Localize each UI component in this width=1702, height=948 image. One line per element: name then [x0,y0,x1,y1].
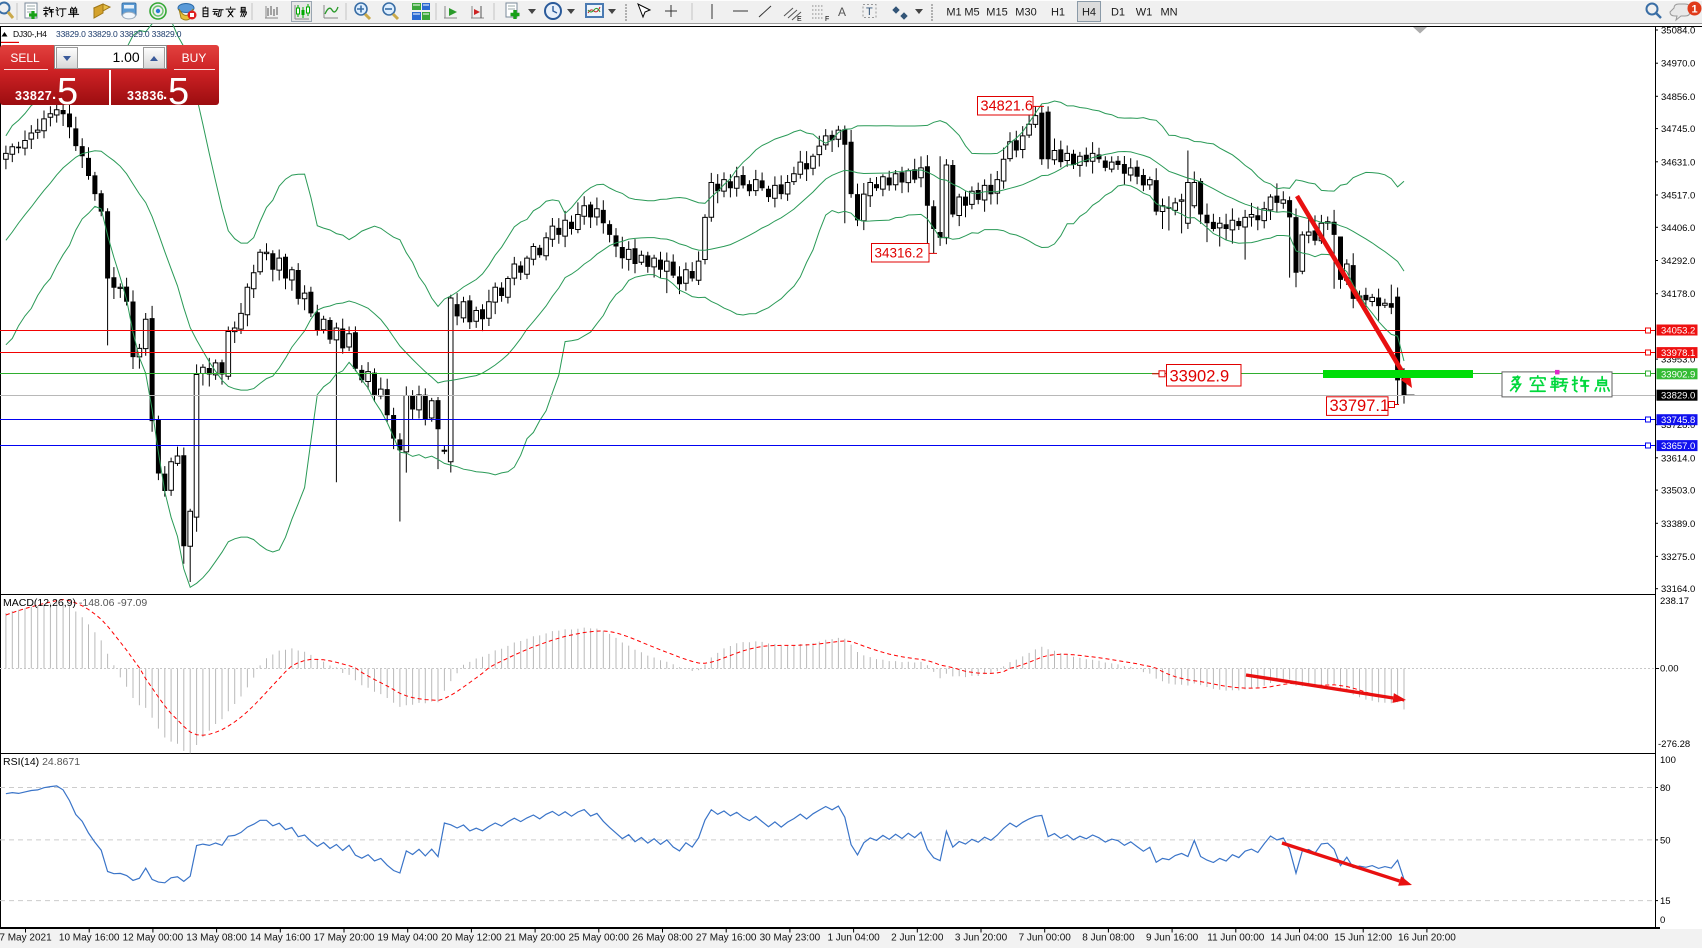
svg-text:33389.0: 33389.0 [1661,519,1695,530]
svg-text:34292.0: 34292.0 [1661,256,1695,267]
svg-text:10 May 16:00: 10 May 16:00 [59,933,120,944]
svg-text:A: A [838,5,846,19]
svg-text:33829.0: 33829.0 [1661,391,1695,402]
svg-text:E: E [797,16,802,23]
svg-text:M15: M15 [986,7,1007,19]
svg-text:33275.0: 33275.0 [1661,552,1695,563]
svg-text:33614.0: 33614.0 [1661,453,1695,464]
svg-text:33164.0: 33164.0 [1661,584,1695,595]
svg-text:14 Jun 04:00: 14 Jun 04:00 [1271,933,1329,944]
svg-text:34053.2: 34053.2 [1661,326,1695,337]
svg-text:F: F [825,16,829,23]
svg-text:27 May 16:00: 27 May 16:00 [696,933,757,944]
svg-text:50: 50 [1660,835,1671,846]
svg-text:12 May 00:00: 12 May 00:00 [123,933,184,944]
svg-text:RSI(14) 24.8671: RSI(14) 24.8671 [3,756,80,768]
svg-text:M5: M5 [964,7,979,19]
svg-text:33745.8: 33745.8 [1661,415,1695,426]
svg-text:M30: M30 [1015,7,1036,19]
svg-text:15: 15 [1660,896,1671,907]
svg-text:34821.6: 34821.6 [981,99,1033,115]
svg-text:MN: MN [1160,7,1177,19]
svg-text:15 Jun 12:00: 15 Jun 12:00 [1334,933,1392,944]
svg-text:33953.0: 33953.0 [1661,355,1695,366]
svg-text:33829.0 33829.0 33829.0 33829.: 33829.0 33829.0 33829.0 33829.0 [56,29,182,39]
svg-text:17 May 20:00: 17 May 20:00 [314,933,375,944]
svg-text:34970.0: 34970.0 [1661,59,1695,70]
svg-text:34178.0: 34178.0 [1661,289,1695,300]
svg-text:14 May 16:00: 14 May 16:00 [250,933,311,944]
svg-text:19 May 04:00: 19 May 04:00 [377,933,438,944]
svg-text:33902.9: 33902.9 [1170,368,1230,386]
svg-text:35084.0: 35084.0 [1661,26,1695,37]
svg-text:34856.0: 34856.0 [1661,92,1695,103]
svg-text:80: 80 [1660,783,1671,794]
svg-text:9 Jun 16:00: 9 Jun 16:00 [1146,933,1199,944]
svg-text:34631.0: 34631.0 [1661,157,1695,168]
svg-text:25 May 00:00: 25 May 00:00 [568,933,629,944]
svg-text:7 May 2021: 7 May 2021 [0,933,52,944]
svg-text:238.17: 238.17 [1660,596,1689,607]
svg-text:H1: H1 [1051,7,1065,19]
svg-text:0: 0 [1660,915,1665,926]
svg-text:34316.2: 34316.2 [875,246,924,261]
svg-text:1: 1 [1691,4,1697,16]
svg-text:1 Jun 04:00: 1 Jun 04:00 [827,933,880,944]
svg-text:H4: H4 [1082,7,1096,19]
svg-text:3 Jun 20:00: 3 Jun 20:00 [955,933,1008,944]
svg-text:30 May 23:00: 30 May 23:00 [760,933,821,944]
svg-text:13 May 08:00: 13 May 08:00 [186,933,247,944]
svg-text:33657.0: 33657.0 [1661,441,1695,452]
svg-text:26 May 08:00: 26 May 08:00 [632,933,693,944]
svg-text:33503.0: 33503.0 [1661,486,1695,497]
svg-text:34745.0: 34745.0 [1661,124,1695,135]
svg-text:33797.1: 33797.1 [1330,397,1390,415]
svg-text:8 Jun 08:00: 8 Jun 08:00 [1082,933,1135,944]
svg-text:34406.0: 34406.0 [1661,223,1695,234]
svg-text:11 Jun 00:00: 11 Jun 00:00 [1207,933,1265,944]
svg-text:34517.0: 34517.0 [1661,191,1695,202]
svg-text:-276.28: -276.28 [1658,739,1690,750]
svg-text:16 Jun 20:00: 16 Jun 20:00 [1398,933,1456,944]
svg-text:33728.0: 33728.0 [1661,420,1695,431]
svg-text:100: 100 [1660,755,1676,766]
svg-text:D1: D1 [1111,7,1125,19]
svg-text:DJ30-,H4: DJ30-,H4 [13,29,47,39]
svg-text:M1: M1 [946,7,961,19]
svg-text:W1: W1 [1136,7,1153,19]
svg-text:21 May 20:00: 21 May 20:00 [505,933,566,944]
svg-text:33902.9: 33902.9 [1661,369,1695,380]
svg-text:33978.1: 33978.1 [1661,348,1695,359]
svg-text:2 Jun 12:00: 2 Jun 12:00 [891,933,944,944]
svg-text:20 May 12:00: 20 May 12:00 [441,933,502,944]
svg-text:0.00: 0.00 [1660,664,1679,675]
svg-text:T: T [866,6,873,18]
svg-text:7 Jun 00:00: 7 Jun 00:00 [1019,933,1072,944]
svg-text:MACD(12,26,9) -148.06 -97.09: MACD(12,26,9) -148.06 -97.09 [3,597,147,609]
